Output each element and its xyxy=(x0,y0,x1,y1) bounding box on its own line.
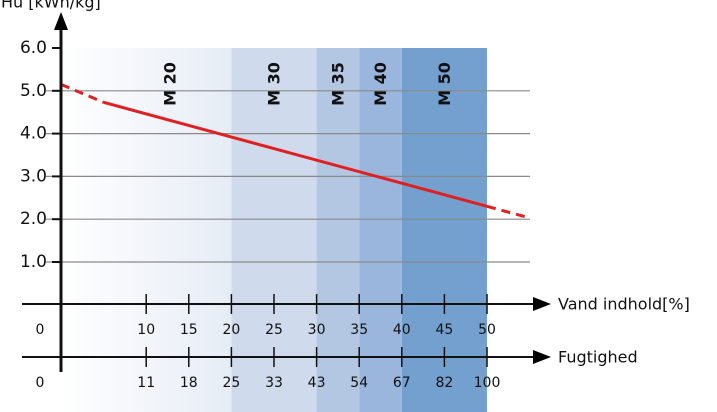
y-axis-arrow xyxy=(54,12,68,30)
x2-tick-label: 67 xyxy=(393,375,411,391)
y-axis-title: Hu [kWh/kg] xyxy=(1,0,101,12)
calorific-value-line xyxy=(60,82,530,220)
x2-tick-label: 100 xyxy=(474,375,501,391)
series-line-dashed-start xyxy=(60,82,105,104)
y-tick-label: 5.0 xyxy=(20,81,47,101)
x-tick-label: 35 xyxy=(350,322,368,338)
x-tick-label: 20 xyxy=(222,322,240,338)
zone-m35 xyxy=(316,48,360,412)
x2-axis-title: Fugtighed xyxy=(558,348,638,367)
x-tick-label: 25 xyxy=(265,322,283,338)
y-gridlines xyxy=(46,90,530,263)
x2-tick-label: 25 xyxy=(222,375,240,391)
y-tick-label: 2.0 xyxy=(20,209,47,229)
x-origin-label: 0 xyxy=(36,322,45,338)
zone-m40 xyxy=(359,48,402,412)
x2-tick-label: 82 xyxy=(435,375,453,391)
x-tick-label: 45 xyxy=(435,322,453,338)
x2-origin-label: 0 xyxy=(36,375,45,391)
zone-label: M 40 xyxy=(371,62,390,106)
x-axis-arrow xyxy=(533,297,551,311)
zone-label: M 30 xyxy=(265,62,284,106)
x-tick-label: 50 xyxy=(478,322,496,338)
x2-tick-label: 33 xyxy=(265,375,283,391)
y-tick-label: 4.0 xyxy=(20,124,47,144)
moisture-class-labels: M 20 M 30 M 35 M 40 M 50 xyxy=(161,62,454,106)
zone-label: M 50 xyxy=(435,62,454,106)
zone-label: M 35 xyxy=(328,62,347,106)
x-tick-label: 15 xyxy=(180,322,198,338)
x2-tick-label: 54 xyxy=(350,375,368,391)
x-tick-label: 30 xyxy=(308,322,326,338)
axis-labels: 1.0 2.0 3.0 4.0 5.0 6.0 Hu [kWh/kg] 0 10 15 20 25 30… xyxy=(1,0,690,391)
zone-label: M 20 xyxy=(161,62,180,106)
y-tick-label: 6.0 xyxy=(20,38,47,58)
axes xyxy=(22,12,551,372)
x-tick-label: 10 xyxy=(137,322,155,338)
x2-axis-arrow xyxy=(533,350,551,364)
x-axis-title: Vand indhold[%] xyxy=(558,295,690,314)
x2-tick-label: 18 xyxy=(180,375,198,391)
y-tick-label: 3.0 xyxy=(20,166,47,186)
series-line-dashed-end xyxy=(486,204,530,220)
y-tick-label: 1.0 xyxy=(20,252,47,272)
series-line-solid xyxy=(103,100,488,208)
x2-tick-label: 11 xyxy=(137,375,155,391)
x-tick-label: 40 xyxy=(393,322,411,338)
x2-tick-label: 43 xyxy=(308,375,326,391)
